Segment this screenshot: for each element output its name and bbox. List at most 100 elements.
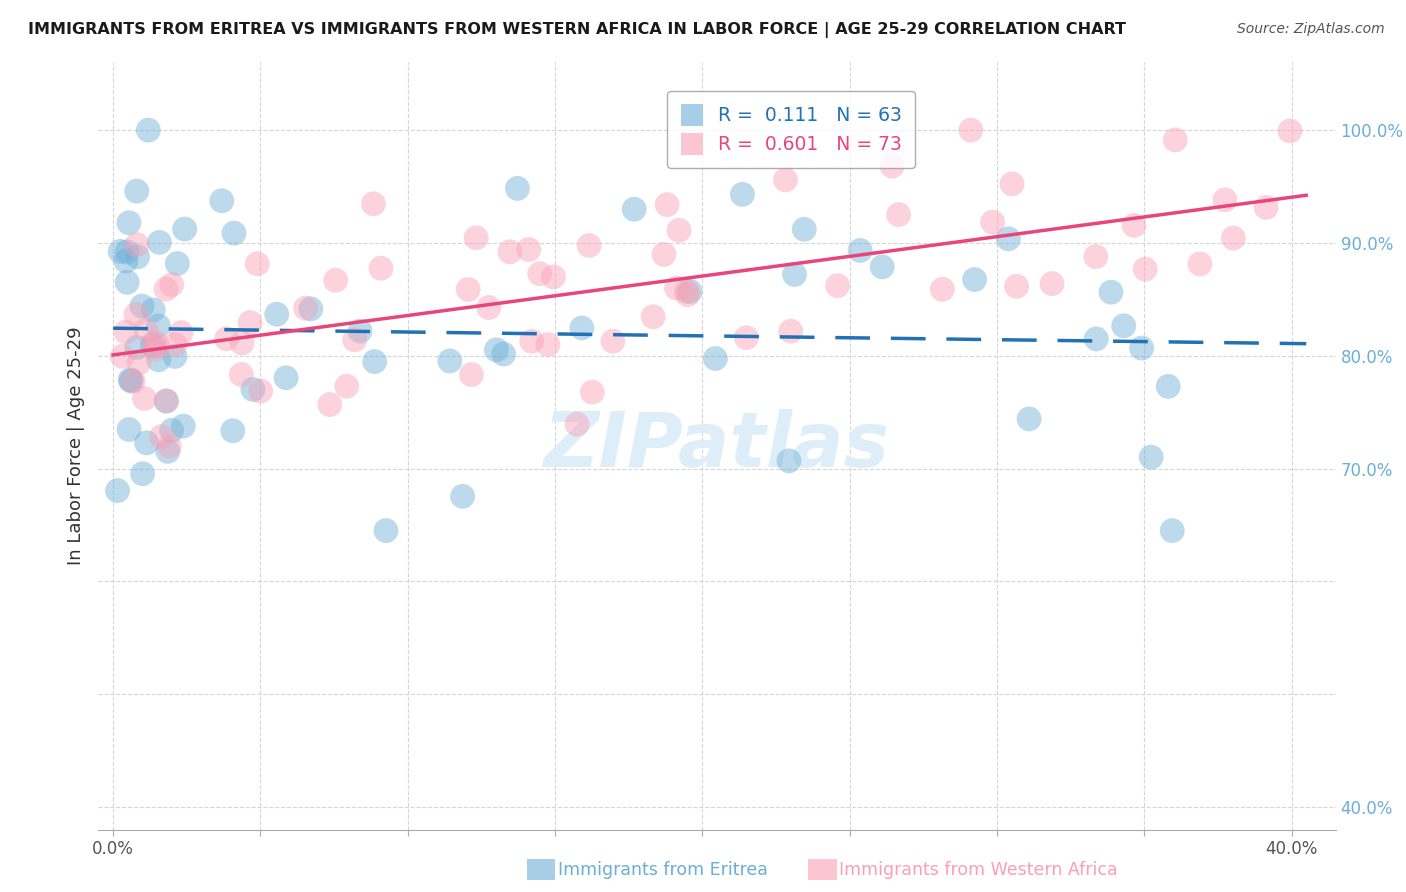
Point xyxy=(529,267,551,281)
Point xyxy=(827,278,849,293)
Point xyxy=(128,356,150,370)
Point xyxy=(959,123,981,137)
Point xyxy=(1135,262,1157,277)
Point xyxy=(1123,219,1146,233)
Point xyxy=(735,331,758,345)
Point xyxy=(543,269,565,284)
Point xyxy=(665,281,688,295)
Point xyxy=(1085,332,1108,346)
Point xyxy=(1040,277,1063,291)
Point xyxy=(1005,279,1028,293)
Point xyxy=(1213,193,1236,207)
Point xyxy=(343,333,366,347)
Point xyxy=(222,424,245,438)
Point xyxy=(457,283,479,297)
Point xyxy=(215,332,238,346)
Point xyxy=(1222,231,1244,245)
Point xyxy=(537,337,560,351)
Point xyxy=(1112,318,1135,333)
Point xyxy=(1164,133,1187,147)
Point xyxy=(451,489,474,503)
Point xyxy=(246,257,269,271)
Point xyxy=(783,268,806,282)
Text: ZIPatlas: ZIPatlas xyxy=(544,409,890,483)
Point xyxy=(150,429,173,443)
Point xyxy=(1084,250,1107,264)
Text: Immigrants from Western Africa: Immigrants from Western Africa xyxy=(839,861,1118,879)
Point xyxy=(125,341,148,355)
Point xyxy=(131,299,153,313)
Point xyxy=(1018,412,1040,426)
Point xyxy=(157,439,180,453)
Point xyxy=(363,196,385,211)
Point xyxy=(294,301,316,315)
Point xyxy=(370,261,392,276)
Point xyxy=(115,254,138,268)
Legend: R =  0.111   N = 63, R =  0.601   N = 73: R = 0.111 N = 63, R = 0.601 N = 73 xyxy=(668,91,915,168)
Point xyxy=(148,318,170,333)
Point xyxy=(108,244,131,259)
Point xyxy=(778,454,800,468)
Point xyxy=(231,336,253,351)
Point xyxy=(668,223,690,237)
Point xyxy=(492,347,515,361)
Point xyxy=(981,215,1004,229)
Point xyxy=(319,398,342,412)
Point xyxy=(143,343,166,357)
Point xyxy=(160,424,183,438)
Point xyxy=(997,232,1019,246)
Point xyxy=(675,285,697,299)
Point xyxy=(870,260,893,274)
Point xyxy=(1130,341,1153,355)
Point xyxy=(676,287,699,301)
Point xyxy=(439,354,461,368)
Point xyxy=(172,419,194,434)
Point xyxy=(793,222,815,236)
Point xyxy=(135,435,157,450)
Point xyxy=(166,256,188,270)
Point xyxy=(478,301,501,315)
Point xyxy=(163,350,186,364)
Point xyxy=(349,324,371,338)
Point xyxy=(1001,177,1024,191)
Point xyxy=(652,247,675,261)
Point xyxy=(1188,257,1211,271)
Point xyxy=(156,444,179,458)
Point xyxy=(679,285,702,299)
Point xyxy=(120,373,142,387)
Point xyxy=(160,277,183,292)
Point xyxy=(1278,124,1301,138)
Point xyxy=(517,243,540,257)
Point xyxy=(571,321,593,335)
Text: IMMIGRANTS FROM ERITREA VS IMMIGRANTS FROM WESTERN AFRICA IN LABOR FORCE | AGE 2: IMMIGRANTS FROM ERITREA VS IMMIGRANTS FR… xyxy=(28,22,1126,38)
Point xyxy=(465,231,488,245)
Point xyxy=(506,181,529,195)
Point xyxy=(299,301,322,316)
Text: Immigrants from Eritrea: Immigrants from Eritrea xyxy=(558,861,768,879)
Point xyxy=(155,282,177,296)
Point xyxy=(779,324,801,338)
Point xyxy=(623,202,645,217)
Text: Source: ZipAtlas.com: Source: ZipAtlas.com xyxy=(1237,22,1385,37)
Point xyxy=(148,235,170,250)
Point xyxy=(143,335,166,350)
Point xyxy=(173,222,195,236)
Point xyxy=(704,351,727,366)
Point xyxy=(602,334,624,348)
Point xyxy=(231,368,253,382)
Point xyxy=(1256,201,1278,215)
Point xyxy=(135,323,157,337)
Point xyxy=(111,349,134,363)
Point xyxy=(325,273,347,287)
Point xyxy=(146,338,169,352)
Point xyxy=(460,368,482,382)
Point xyxy=(115,325,138,339)
Point xyxy=(165,337,187,351)
Point xyxy=(141,338,163,352)
Point xyxy=(249,384,271,398)
Point xyxy=(274,370,297,384)
Point xyxy=(148,352,170,367)
Point xyxy=(134,392,156,406)
Point xyxy=(211,194,233,208)
Point xyxy=(485,343,508,357)
